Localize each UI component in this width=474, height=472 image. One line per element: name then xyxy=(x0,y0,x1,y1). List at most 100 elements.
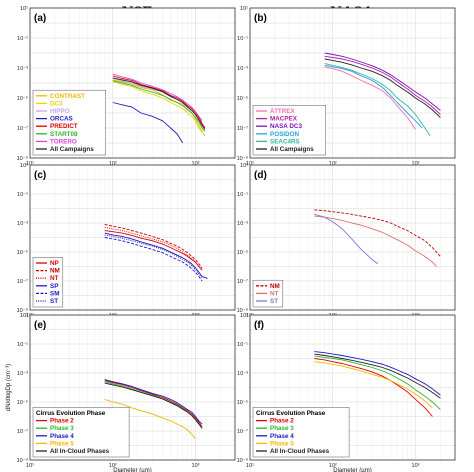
legend-box xyxy=(32,89,106,156)
y-tick-label: 10¹ xyxy=(20,313,28,319)
y-tick-label: 10⁻³ xyxy=(237,221,248,227)
legend-entry: Phase 4 xyxy=(270,433,294,440)
y-tick-label: 10⁻¹ xyxy=(17,192,28,198)
legend-entry: NP xyxy=(50,260,59,267)
x-tick-label: 10³ xyxy=(192,463,200,469)
legend-entry: Phase 2 xyxy=(270,418,294,425)
legend-entry: CONTRAST xyxy=(50,93,85,100)
y-tick-label: 10⁻³ xyxy=(237,371,248,377)
y-tick-label: 10⁻⁹ xyxy=(17,457,28,464)
y-tick-label: 10⁻³ xyxy=(237,66,248,72)
x-tick-label: 10³ xyxy=(192,161,200,167)
series-line-posidon xyxy=(324,64,423,129)
legend-title: Cirrus Evolution Phase xyxy=(256,410,326,417)
legend-entry: Phase 5 xyxy=(270,440,294,447)
plot-frame xyxy=(29,7,236,159)
legend-entry: DC3 xyxy=(50,100,63,107)
panel-e: 10⁻⁹ 10⁻⁷ 10⁻⁵ 10⁻³ 10⁻¹ 10¹ 10¹ 10² 10³ (e) dN/dl… xyxy=(6,313,236,472)
x-tick-label: 10² xyxy=(109,161,117,167)
series-line-phase-2 xyxy=(314,358,433,417)
series-line-all-campaigns xyxy=(324,58,441,118)
y-tick-label: 10⁻⁵ xyxy=(237,95,248,102)
legend-entry: NT xyxy=(50,275,59,282)
y-axis-label: dN/dlogDp (cm⁻³) xyxy=(6,364,12,411)
legend-entry: SP xyxy=(50,283,58,290)
y-tick-label: 10⁻⁹ xyxy=(17,155,28,162)
panel-f: 10⁻⁹ 10⁻⁷ 10⁻⁵ 10⁻³ 10⁻¹ 10¹ 10¹ 10² 10³ (f) Diame… xyxy=(237,313,456,472)
legend-entry: ST xyxy=(50,298,58,305)
x-tick-label: 10¹ xyxy=(26,463,34,469)
legend-box xyxy=(32,407,130,458)
plot-frame xyxy=(249,7,456,159)
x-axis-label: Diameter (µm) xyxy=(333,468,371,472)
y-tick-label: 10⁻⁹ xyxy=(17,307,28,314)
series-line-all-in-cloud-phases xyxy=(314,353,441,399)
series-line-orcas xyxy=(112,102,184,144)
y-tick-label: 10⁻⁷ xyxy=(237,428,248,435)
y-tick-label: 10¹ xyxy=(240,313,248,319)
legend-entry: Phase 2 xyxy=(50,418,74,425)
y-tick-label: 10⁻¹ xyxy=(237,192,248,198)
y-tick-label: 10⁻⁷ xyxy=(17,278,28,285)
series-line-nm xyxy=(104,223,203,269)
y-tick-label: 10⁻³ xyxy=(17,221,28,227)
grid-lines xyxy=(29,314,236,461)
x-tick-label: 10² xyxy=(329,161,337,167)
y-tick-label: 10⁻⁹ xyxy=(237,457,248,464)
series-line-phase-5 xyxy=(104,398,196,439)
legend-entry: NM xyxy=(50,268,60,275)
legend-entry: Phase 5 xyxy=(50,440,74,447)
x-tick-label: 10² xyxy=(109,463,117,469)
legend-entry: Phase 3 xyxy=(270,425,294,432)
series-line-phase-2 xyxy=(104,380,203,427)
plot-frame xyxy=(249,314,456,461)
series-line-sm xyxy=(104,237,203,282)
series-line-nt xyxy=(314,215,437,267)
y-tick-label: 10⁻⁹ xyxy=(237,155,248,162)
panel-label: (d) xyxy=(254,170,267,181)
x-axis-label: Diameter (µm) xyxy=(113,468,151,472)
plot-frame xyxy=(29,314,236,461)
legend-entry: ATTREX xyxy=(270,108,296,115)
plot-frame xyxy=(29,164,236,311)
series-line-st xyxy=(314,213,379,265)
legend-box xyxy=(252,105,326,156)
series-line-sp xyxy=(104,232,208,279)
y-tick-label: 10⁻⁵ xyxy=(17,399,28,406)
legend-entry: NM xyxy=(270,283,280,290)
series-line-all-campaigns xyxy=(112,77,206,130)
legend-entry: NASA DC3 xyxy=(270,123,302,130)
panel-label: (c) xyxy=(34,170,46,181)
y-tick-label: 10⁻³ xyxy=(17,66,28,72)
y-tick-label: 10⁻⁷ xyxy=(237,278,248,285)
panel-d: 10⁻⁹10⁻⁷10⁻⁵10⁻³10⁻¹10¹10¹10²10³(d)NMNTS… xyxy=(237,163,456,319)
series-line-phase-4 xyxy=(104,379,203,425)
panel-label: (e) xyxy=(34,320,46,331)
y-tick-label: 10⁻⁷ xyxy=(17,428,28,435)
y-tick-label: 10¹ xyxy=(20,6,28,12)
legend-entry: All In-Cloud Phases xyxy=(270,448,330,455)
legend-entry: All Campaigns xyxy=(270,146,314,153)
series-line-start08 xyxy=(112,80,206,132)
series-line-nasa-dc3 xyxy=(324,52,441,111)
y-tick-label: 10⁻¹ xyxy=(17,342,28,348)
series-line-nm xyxy=(314,209,441,257)
legend-entry: NT xyxy=(270,290,279,297)
legend-entry: All Campaigns xyxy=(50,146,94,153)
series-line-all-in-cloud-phases xyxy=(104,382,203,429)
y-tick-label: 10¹ xyxy=(20,163,28,169)
legend-entry: HIPPO xyxy=(50,108,70,115)
legend-entry: Phase 4 xyxy=(50,433,74,440)
y-tick-label: 10¹ xyxy=(240,163,248,169)
grid-lines xyxy=(249,164,456,311)
x-tick-label: 10³ xyxy=(412,161,420,167)
series-line-attrex xyxy=(324,66,416,130)
legend-entry: TORERO xyxy=(50,138,77,145)
legend-box xyxy=(252,407,350,458)
legend-entry: ST xyxy=(270,298,278,305)
